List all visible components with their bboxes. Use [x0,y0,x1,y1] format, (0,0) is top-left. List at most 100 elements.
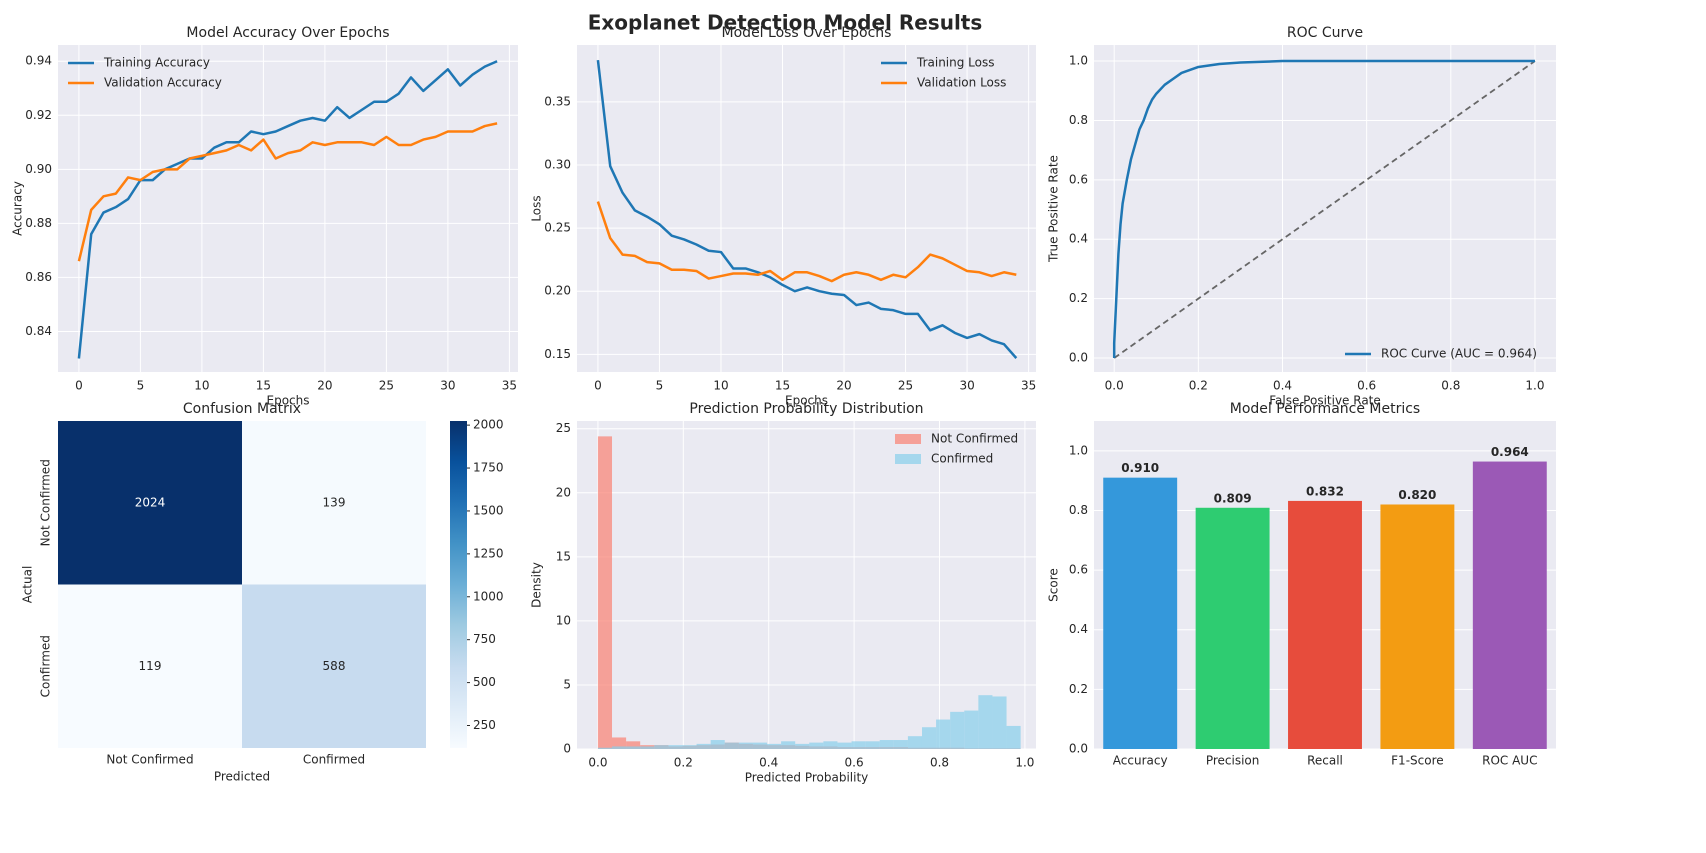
x-tick-label: ROC AUC [1482,754,1537,768]
chart-title: Model Loss Over Epochs [722,25,892,41]
plot-area [58,45,518,372]
y-tick-label: 0.15 [544,347,571,361]
y-tick-label: Not Confirmed [39,459,53,546]
histogram-bar [795,743,810,749]
histogram-bar [597,436,613,749]
y-tick-label: 0.20 [544,284,571,298]
legend-label: Validation Accuracy [104,76,222,90]
colorbar-tick-label: 500 [473,675,496,689]
y-tick-label: 1.0 [1069,443,1088,457]
line-series [77,122,498,262]
value-label: 0.809 [1214,491,1252,505]
histogram-bar [752,742,768,749]
x-tick-label: 0.8 [930,756,949,770]
histogram-bar [851,741,866,749]
x-tick-label: 0 [75,379,83,393]
x-tick-label: Recall [1307,754,1343,768]
value-label: 0.832 [1306,484,1344,498]
colorbar [450,421,467,748]
line-series [77,60,498,359]
legend-label: ROC Curve (AUC = 0.964) [1381,347,1537,361]
x-tick-label: Accuracy [1113,754,1168,768]
x-axis-label: Epochs [785,394,828,408]
legend-label: Not Confirmed [931,432,1018,446]
x-tick-label: 0.0 [588,756,607,770]
x-tick-label: 30 [959,379,974,393]
histogram-bar [724,742,739,749]
plot-area [1094,45,1556,372]
y-axis-label: Loss [530,195,544,221]
y-tick-label: 0.86 [25,270,52,284]
value-label: 0.820 [1398,488,1436,502]
x-tick-label: 0.4 [759,756,778,770]
histogram-bar [682,745,697,749]
x-axis-label: False Positive Rate [1269,394,1381,408]
histogram-bar [992,696,1007,749]
x-tick-label: 0.2 [674,756,693,770]
y-tick-label: 0.84 [25,324,52,338]
x-axis-label: Predicted Probability [745,771,869,785]
colorbar-tick-label: 1500 [473,503,504,517]
x-tick-label: 0.2 [1189,379,1208,393]
y-tick-label: 0.0 [1069,742,1088,756]
y-tick-label: 1.0 [1069,54,1088,68]
colorbar-tick-label: 1000 [473,589,504,603]
histogram-bar [668,745,683,749]
histogram-bar [809,742,824,749]
y-tick-label: 0.4 [1069,232,1088,246]
chart-title: Prediction Probability Distribution [689,401,923,417]
x-axis-label: Predicted [214,770,270,784]
colorbar-tick-label: 1250 [473,546,504,560]
y-tick-label: 0.2 [1069,682,1088,696]
x-tick-label: 5 [656,379,664,393]
histogram-bar [921,727,937,749]
x-tick-label: 35 [1021,379,1036,393]
plot-area [577,45,1036,372]
x-tick-label: 35 [502,379,517,393]
histogram-bar [1006,725,1021,749]
heatmap-cell [58,584,242,748]
bar [1195,507,1270,749]
line-series [596,201,1017,283]
bar [1103,477,1178,749]
x-tick-label: 20 [836,379,851,393]
legend-label: Validation Loss [917,76,1006,90]
histogram-bar [612,746,627,749]
x-axis-label: Epochs [267,394,310,408]
cell-label: 139 [323,495,346,509]
x-tick-label: 15 [775,379,790,393]
y-tick-label: 0.8 [1069,503,1088,517]
legend-label: Training Accuracy [103,56,210,70]
reference-line [1113,60,1536,359]
histogram-bar [710,740,725,749]
y-tick-label: 0.35 [544,94,571,108]
legend-swatch [895,454,921,464]
y-tick-label: 0.90 [25,162,52,176]
histogram-bar [893,740,908,749]
x-tick-label: 0.8 [1441,379,1460,393]
x-tick-label: Precision [1206,754,1260,768]
x-tick-label: 0.4 [1273,379,1292,393]
x-tick-label: 5 [137,379,145,393]
histogram-bar [950,711,965,749]
chart-title: ROC Curve [1287,25,1363,41]
x-tick-label: 1.0 [1015,756,1034,770]
value-label: 0.964 [1491,445,1529,459]
y-tick-label: 0.88 [25,216,52,230]
histogram-bar [978,695,993,749]
x-tick-label: 10 [713,379,728,393]
x-tick-label: 0.6 [845,756,864,770]
y-axis-label: True Positive Rate [1047,155,1061,263]
histogram-bar [964,710,979,749]
colorbar-tick-label: 750 [473,632,496,646]
x-tick-label: 0 [594,379,602,393]
y-axis-label: Score [1047,568,1061,602]
x-tick-label: 25 [379,379,394,393]
y-tick-label: 0 [563,742,571,756]
histogram-bar [640,746,655,749]
y-tick-label: 15 [556,549,571,563]
bar [1380,504,1455,749]
x-tick-label: 0.6 [1357,379,1376,393]
histogram-bar [936,719,951,749]
x-tick-label: 15 [256,379,271,393]
